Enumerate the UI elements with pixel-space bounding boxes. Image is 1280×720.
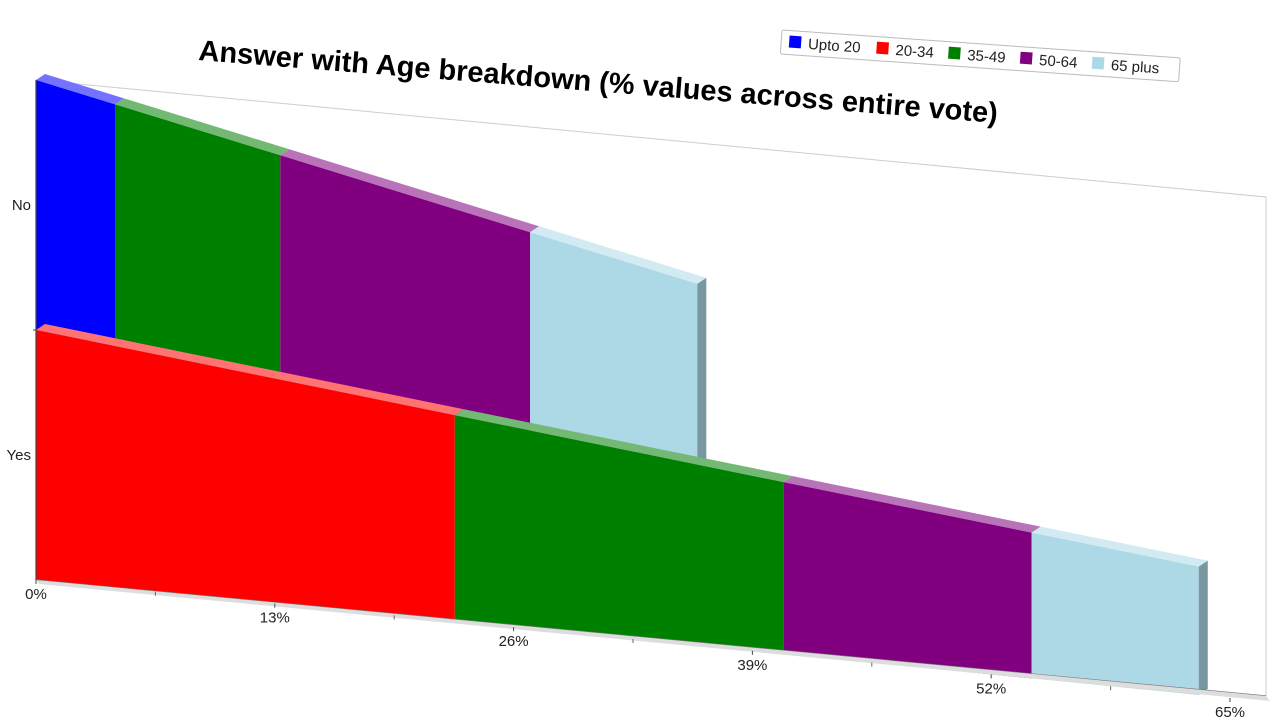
x-tick-label: 26% bbox=[499, 633, 529, 650]
legend-box: Upto 20 20-34 35-49 50-64 65 plus bbox=[779, 29, 1181, 83]
x-tick-label: 65% bbox=[1215, 704, 1245, 720]
bar-yes-65-plus bbox=[1031, 532, 1199, 695]
bar-no-65-plus bbox=[530, 232, 698, 465]
x-tick-label: 0% bbox=[25, 586, 47, 603]
legend-swatch-upto-20 bbox=[788, 35, 802, 49]
bar-yes-20-34 bbox=[36, 330, 455, 622]
category-label-yes: Yes bbox=[7, 447, 31, 464]
bar-side-no-65-plus bbox=[697, 277, 707, 465]
legend-label-20-34: 20-34 bbox=[895, 42, 934, 62]
bar-side-yes-65-plus bbox=[1198, 560, 1208, 695]
bar-top-no-65-plus bbox=[530, 226, 707, 284]
legend-label-65-plus: 65 plus bbox=[1110, 57, 1159, 77]
bar-no-50-64 bbox=[280, 155, 531, 431]
legend-swatch-65-plus bbox=[1091, 56, 1105, 70]
legend-label-upto-20: Upto 20 bbox=[807, 36, 861, 57]
legend-swatch-50-64 bbox=[1019, 51, 1033, 65]
bar-top-yes-20-34 bbox=[36, 324, 464, 416]
bar-yes-35-49 bbox=[454, 415, 784, 654]
x-axis-floor bbox=[36, 580, 1270, 701]
bar-top-no-upto-20 bbox=[36, 74, 124, 105]
bar-top-no-35-49 bbox=[114, 98, 290, 156]
bar-no-35-49 bbox=[114, 104, 281, 380]
bar-top-yes-65-plus bbox=[1031, 526, 1208, 567]
axes: No Yes 0% 13% 26% 39% 52% 65% bbox=[7, 80, 1270, 720]
legend-swatch-35-49 bbox=[948, 46, 961, 60]
plot-area bbox=[35, 74, 1267, 697]
x-tick-label: 52% bbox=[976, 680, 1006, 697]
bar-top-no-50-64 bbox=[280, 149, 540, 233]
legend-swatch-20-34 bbox=[876, 41, 889, 55]
bar-no-upto-20 bbox=[36, 80, 115, 347]
legend-label-35-49: 35-49 bbox=[967, 47, 1006, 67]
x-tick-label: 13% bbox=[260, 610, 290, 627]
bar-top-yes-35-49 bbox=[454, 409, 793, 483]
bar-yes-50-64 bbox=[783, 482, 1032, 679]
category-label-no: No bbox=[12, 197, 31, 214]
x-tick-label: 39% bbox=[737, 657, 767, 674]
legend: Upto 20 20-34 35-49 50-64 65 plus bbox=[779, 29, 1181, 83]
bar-top-yes-50-64 bbox=[783, 476, 1041, 533]
legend-label-50-64: 50-64 bbox=[1039, 52, 1078, 72]
